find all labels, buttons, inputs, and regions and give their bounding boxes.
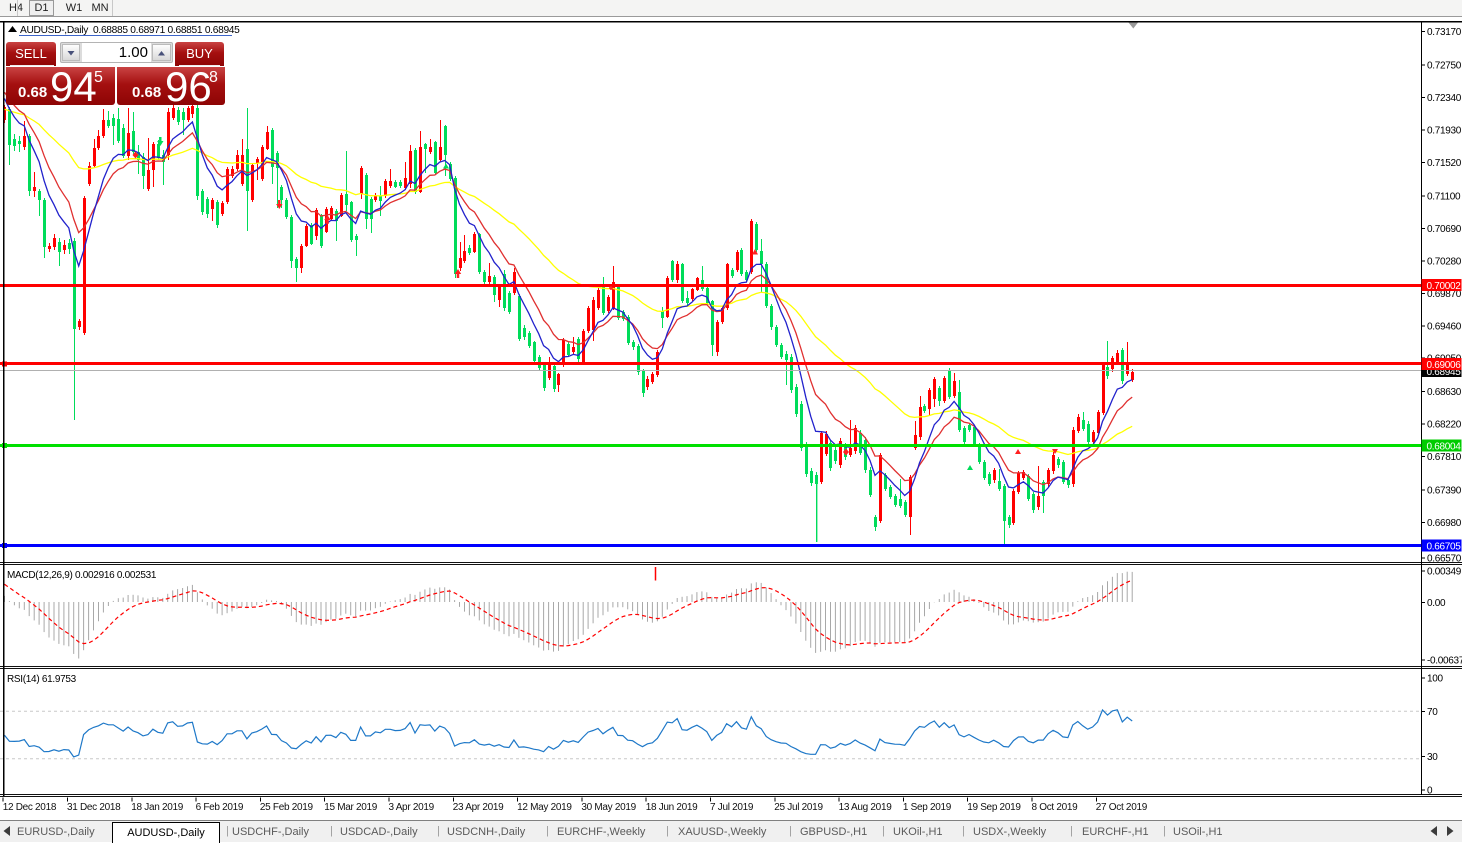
- svg-text:0.69460: 0.69460: [1427, 321, 1462, 332]
- svg-text:23 Apr 2019: 23 Apr 2019: [453, 802, 504, 813]
- svg-text:RSI(14) 61.9753: RSI(14) 61.9753: [7, 674, 77, 685]
- svg-text:0.69006: 0.69006: [1427, 360, 1462, 371]
- svg-text:25 Jul 2019: 25 Jul 2019: [774, 802, 823, 813]
- svg-text:0.67390: 0.67390: [1427, 485, 1462, 496]
- svg-text:0.66705: 0.66705: [1427, 542, 1462, 553]
- svg-text:27 Oct 2019: 27 Oct 2019: [1096, 802, 1148, 813]
- svg-text:18 Jan 2019: 18 Jan 2019: [131, 802, 183, 813]
- svg-text:0.71520: 0.71520: [1427, 158, 1462, 169]
- svg-text:100: 100: [1427, 674, 1444, 685]
- svg-text:0.68004: 0.68004: [1427, 442, 1462, 453]
- svg-text:6 Feb 2019: 6 Feb 2019: [196, 802, 244, 813]
- svg-text:0.67810: 0.67810: [1427, 452, 1462, 463]
- svg-text:0.70690: 0.70690: [1427, 224, 1462, 235]
- svg-text:25 Feb 2019: 25 Feb 2019: [260, 802, 314, 813]
- svg-text:0.66980: 0.66980: [1427, 518, 1462, 529]
- svg-text:0.68630: 0.68630: [1427, 387, 1462, 398]
- svg-text:30 May 2019: 30 May 2019: [581, 802, 636, 813]
- svg-text:18 Jun 2019: 18 Jun 2019: [646, 802, 698, 813]
- svg-text:0.68945: 0.68945: [1427, 367, 1462, 378]
- svg-text:0.00349: 0.00349: [1427, 566, 1462, 577]
- svg-text:0.69870: 0.69870: [1427, 289, 1462, 300]
- svg-text:0.70002: 0.70002: [1427, 281, 1462, 292]
- svg-text:12 May 2019: 12 May 2019: [517, 802, 572, 813]
- svg-text:12 Dec 2018: 12 Dec 2018: [3, 802, 57, 813]
- svg-text:0: 0: [1427, 786, 1433, 797]
- svg-text:31 Dec 2018: 31 Dec 2018: [67, 802, 121, 813]
- svg-text:0.73170: 0.73170: [1427, 27, 1462, 38]
- svg-text:0.71930: 0.71930: [1427, 126, 1462, 137]
- svg-text:0.66570: 0.66570: [1427, 553, 1462, 564]
- svg-text:1 Sep 2019: 1 Sep 2019: [903, 802, 952, 813]
- svg-text:0.00: 0.00: [1427, 598, 1446, 609]
- svg-text:0.72750: 0.72750: [1427, 61, 1462, 72]
- svg-text:70: 70: [1427, 707, 1438, 718]
- svg-text:0.72340: 0.72340: [1427, 93, 1462, 104]
- svg-text:19 Sep 2019: 19 Sep 2019: [967, 802, 1021, 813]
- svg-text:0.70280: 0.70280: [1427, 256, 1462, 267]
- svg-text:0.68220: 0.68220: [1427, 420, 1462, 431]
- svg-text:3 Apr 2019: 3 Apr 2019: [389, 802, 435, 813]
- svg-text:MACD(12,26,9) 0.002916 0.00253: MACD(12,26,9) 0.002916 0.002531: [7, 570, 157, 581]
- svg-text:8 Oct 2019: 8 Oct 2019: [1032, 802, 1079, 813]
- svg-text:13 Aug 2019: 13 Aug 2019: [839, 802, 893, 813]
- svg-text:7 Jul 2019: 7 Jul 2019: [710, 802, 754, 813]
- svg-text:AUDUSD-,Daily 0.68885 0.68971: AUDUSD-,Daily 0.68885 0.68971 0.68851 0.…: [20, 25, 240, 36]
- svg-text:15 Mar 2019: 15 Mar 2019: [324, 802, 378, 813]
- svg-text:0.71100: 0.71100: [1427, 191, 1461, 202]
- svg-text:-0.00637: -0.00637: [1427, 656, 1462, 667]
- svg-text:30: 30: [1427, 752, 1438, 763]
